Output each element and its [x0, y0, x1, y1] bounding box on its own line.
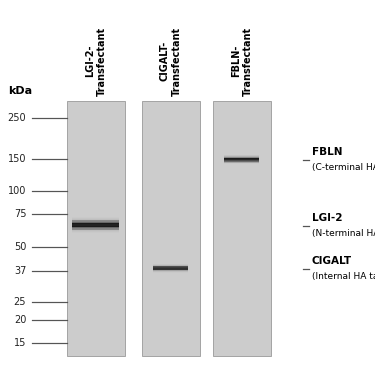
Bar	[153, 269, 188, 270]
Text: 50: 50	[14, 242, 26, 252]
Bar	[224, 160, 260, 161]
Bar	[72, 229, 119, 230]
Text: (N-terminal HA tag): (N-terminal HA tag)	[312, 228, 375, 237]
Text: 20: 20	[14, 315, 26, 325]
Bar	[224, 160, 260, 161]
Bar	[224, 162, 260, 163]
Bar	[72, 224, 119, 225]
Bar	[72, 221, 119, 222]
Bar	[224, 163, 260, 164]
Bar	[213, 101, 271, 356]
Text: 25: 25	[14, 297, 26, 307]
Bar	[72, 227, 119, 228]
Text: 150: 150	[8, 154, 26, 164]
Bar	[72, 222, 119, 223]
Text: 75: 75	[14, 209, 26, 219]
Bar	[72, 217, 119, 218]
Bar	[72, 223, 119, 224]
Bar	[153, 271, 188, 272]
Bar	[72, 225, 119, 226]
Bar	[224, 156, 260, 157]
Bar	[72, 230, 119, 231]
Bar	[153, 266, 188, 267]
Text: kDa: kDa	[9, 86, 33, 96]
Bar	[72, 218, 119, 219]
Text: 37: 37	[14, 266, 26, 276]
Text: LGI-2-
Transfectant: LGI-2- Transfectant	[85, 27, 106, 96]
Bar	[153, 266, 188, 267]
Bar	[72, 220, 119, 221]
Bar	[72, 231, 119, 232]
Text: CIGALT: CIGALT	[312, 255, 352, 266]
Bar	[153, 271, 188, 272]
Bar	[153, 268, 188, 269]
Text: 100: 100	[8, 186, 26, 196]
Bar	[224, 155, 260, 156]
Bar	[153, 272, 188, 273]
Bar	[142, 101, 200, 356]
Bar	[153, 267, 188, 268]
Text: 15: 15	[14, 338, 26, 348]
Bar	[224, 158, 260, 159]
Text: (Internal HA tag): (Internal HA tag)	[312, 272, 375, 280]
Text: FBLN: FBLN	[312, 147, 342, 157]
Bar	[153, 270, 188, 271]
Bar	[153, 265, 188, 266]
Bar	[72, 226, 119, 227]
Bar	[224, 163, 260, 164]
Bar	[153, 269, 188, 270]
Text: (C-terminal HA tag): (C-terminal HA tag)	[312, 163, 375, 172]
Bar	[224, 161, 260, 162]
Bar	[224, 155, 260, 156]
Text: LGI-2: LGI-2	[312, 213, 342, 222]
Bar	[153, 264, 188, 265]
Bar	[224, 158, 260, 159]
Bar	[153, 268, 188, 269]
Text: 250: 250	[8, 113, 26, 123]
Text: FBLN-
Transfectant: FBLN- Transfectant	[231, 27, 253, 96]
Bar	[72, 228, 119, 229]
Bar	[72, 219, 119, 220]
Bar	[67, 101, 124, 356]
Bar	[224, 157, 260, 158]
Bar	[224, 159, 260, 160]
Text: CIGALT-
Transfectant: CIGALT- Transfectant	[160, 27, 182, 96]
